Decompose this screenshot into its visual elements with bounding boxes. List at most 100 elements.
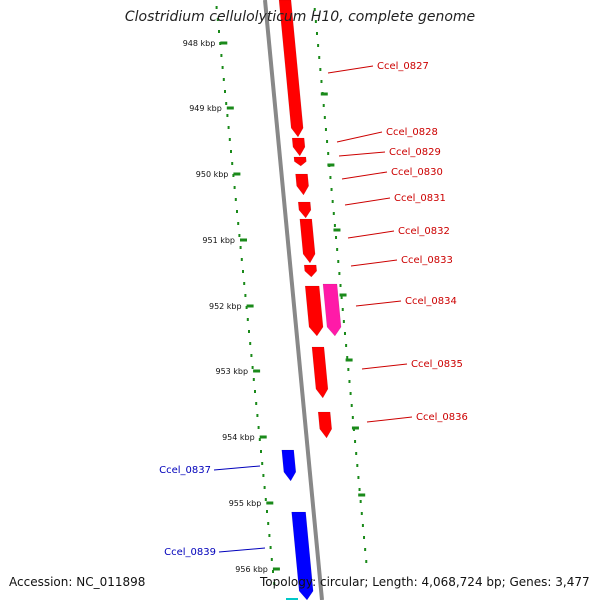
scale-tick-label: 954 kbp — [222, 433, 255, 442]
outer-track-dot — [338, 272, 341, 275]
inner-tick-track — [215, 6, 276, 585]
outer-track-dot — [333, 224, 336, 227]
inner-track-dot — [233, 186, 236, 189]
outer-track-dot — [360, 512, 363, 515]
outer-track-dot — [317, 44, 320, 47]
gene-leader-line — [327, 65, 374, 74]
inner-track-dot — [240, 258, 243, 261]
forward-gene-arrow — [295, 173, 309, 196]
inner-track-dot — [261, 462, 264, 465]
forward-gene-label: Ccel_0828 — [386, 127, 438, 138]
forward-gene-label: Ccel_0831 — [394, 193, 446, 204]
inner-track-dot — [249, 342, 252, 345]
inner-track-dot — [252, 378, 255, 381]
outer-scale-tick — [339, 293, 347, 297]
reverse-gene-arrow — [291, 511, 314, 600]
inner-track-dot — [234, 198, 237, 201]
inner-track-dot — [220, 54, 223, 57]
outer-track-dot — [319, 68, 322, 71]
scale-tick-label: 953 kbp — [215, 367, 248, 376]
gene-leader-line — [336, 131, 383, 143]
outer-track-dot — [359, 500, 362, 503]
inner-track-dot — [236, 210, 238, 213]
outer-track-dot — [342, 320, 345, 323]
scale-tick-label: 952 kbp — [209, 302, 242, 311]
inner-track-dot — [254, 390, 256, 393]
forward-gene-label: Ccel_0832 — [398, 226, 450, 237]
inner-track-dot — [231, 162, 234, 165]
inner-track-dot — [228, 138, 231, 141]
outer-track-dot — [326, 140, 329, 143]
scale-tick-mark — [233, 172, 241, 176]
outer-track-dot — [314, 20, 317, 23]
inner-track-dot — [248, 330, 250, 333]
inner-track-dot — [244, 294, 247, 297]
inner-track-dot — [239, 246, 242, 249]
outer-track-dot — [354, 440, 357, 443]
outer-track-dot — [336, 248, 339, 251]
inner-track-dot — [226, 114, 229, 117]
scale-tick-label: 950 kbp — [196, 170, 229, 179]
inner-track-dot — [264, 498, 267, 501]
forward-gene-arrow — [293, 156, 307, 167]
forward-gene-arrow — [291, 137, 306, 157]
reverse-gene-label: Ccel_0837 — [159, 465, 211, 476]
scale-tick-mark — [240, 238, 247, 242]
inner-track-dot — [225, 102, 228, 105]
scale-tick-mark — [259, 435, 267, 439]
outer-track-dot — [357, 476, 360, 479]
gene-leader-line — [355, 300, 402, 307]
forward-gene-arrow — [278, 0, 304, 138]
inner-track-dot — [242, 270, 244, 273]
outer-track-dot — [361, 524, 364, 527]
gene-leader-line — [344, 197, 391, 206]
genome-summary-text: Topology: circular; Length: 4,068,724 bp… — [260, 575, 590, 589]
reverse-gene-arrow — [281, 449, 297, 482]
outer-track-dot — [351, 416, 354, 419]
forward-gene-label: Ccel_0827 — [377, 61, 429, 72]
gene-features — [278, 0, 342, 600]
scale-tick-label: 951 kbp — [202, 236, 235, 245]
scale-tick-mark — [220, 41, 228, 45]
reverse-gene-arrow — [286, 598, 298, 600]
forward-gene-label: Ccel_0830 — [391, 167, 443, 178]
inner-track-dot — [273, 582, 276, 585]
outer-track-dot — [350, 404, 353, 407]
gene-leader-line — [341, 171, 388, 180]
scale-tick-label: 956 kbp — [235, 565, 268, 574]
forward-gene-arrow — [317, 411, 333, 439]
forward-gene-arrow — [303, 264, 318, 278]
inner-track-dot — [268, 534, 271, 537]
outer-track-dot — [318, 56, 321, 59]
gene-leader-line — [361, 363, 408, 370]
forward-gene-arrow — [322, 283, 342, 337]
inner-track-dot — [250, 354, 253, 357]
forward-gene-arrow — [297, 201, 312, 219]
forward-gene-label: Ccel_0833 — [401, 255, 453, 266]
map-title: Clostridium cellulolyticum H10, complete… — [124, 9, 476, 25]
accession-text: Accession: NC_011898 — [9, 575, 146, 589]
inner-track-dot — [218, 30, 220, 33]
inner-track-dot — [227, 126, 230, 129]
gene-leader-line — [218, 547, 266, 553]
scale-tick-label: 948 kbp — [183, 39, 216, 48]
inner-track-dot — [230, 150, 232, 153]
inner-track-dot — [256, 414, 259, 417]
outer-track-dot — [323, 116, 326, 119]
outer-track-dot — [320, 80, 323, 83]
scale-tick-mark — [226, 106, 234, 110]
outer-track-dot — [327, 152, 330, 155]
outer-scale-tick — [345, 358, 353, 362]
outer-track-dot — [315, 32, 318, 35]
inner-track-dot — [215, 6, 218, 9]
outer-track-dot — [355, 452, 358, 455]
gene-leader-line — [366, 416, 413, 423]
scale-tick-mark — [253, 369, 261, 373]
scale-tick-label: 955 kbp — [229, 499, 262, 508]
genome-backbone — [263, 0, 324, 600]
outer-track-dot — [337, 260, 340, 263]
forward-gene-arrow — [304, 285, 324, 337]
scale-tick-mark — [266, 501, 274, 505]
outer-track-dot — [340, 296, 343, 299]
inner-track-dot — [258, 438, 261, 441]
